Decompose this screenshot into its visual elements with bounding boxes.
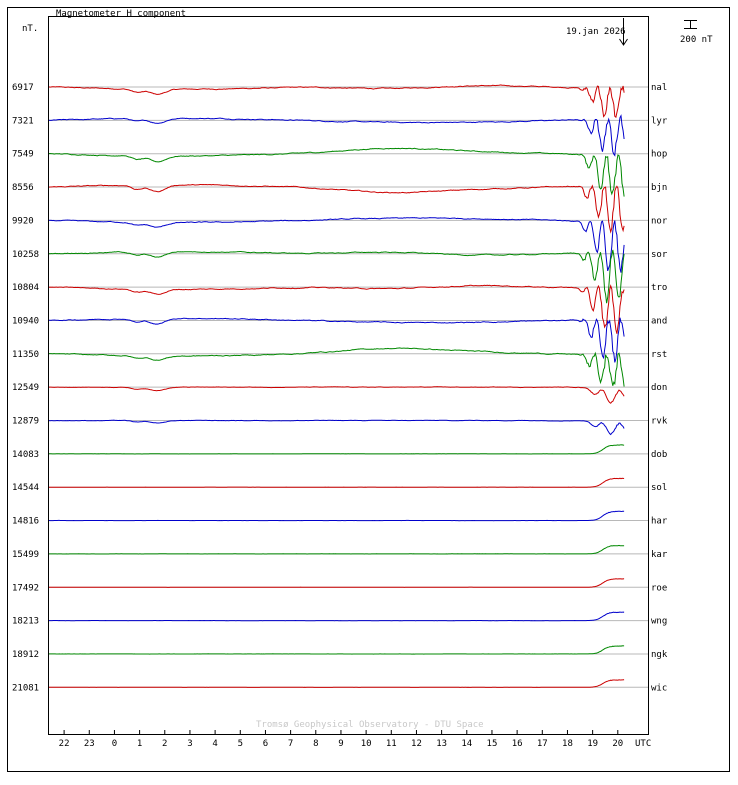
baseline-label-lyr: 7321 xyxy=(12,116,34,126)
series-traces xyxy=(48,84,625,688)
baseline-label-don: 12549 xyxy=(12,383,39,393)
baseline-label-tro: 10804 xyxy=(12,283,39,293)
outer-frame xyxy=(7,7,730,772)
trace-sor xyxy=(48,249,625,304)
baseline-label-nor: 9920 xyxy=(12,216,34,226)
trace-rst xyxy=(49,347,625,387)
x-tick-label: 8 xyxy=(313,739,318,749)
station-label-ngk: ngk xyxy=(651,650,668,660)
trace-sol xyxy=(49,477,625,488)
baseline-label-roe: 17492 xyxy=(12,583,39,593)
plot-frame xyxy=(48,16,649,735)
baseline-label-wic: 21081 xyxy=(12,683,39,693)
x-tick-label: 10 xyxy=(361,739,372,749)
station-label-lyr: lyr xyxy=(651,116,668,126)
x-tick-label: 4 xyxy=(212,739,217,749)
x-tick-label: 19 xyxy=(587,739,598,749)
baseline-label-dob: 14083 xyxy=(12,450,39,460)
station-label-nor: nor xyxy=(651,216,668,226)
station-label-kar: kar xyxy=(651,550,668,560)
x-tick-label: 15 xyxy=(487,739,498,749)
x-tick-label: 22 xyxy=(59,739,70,749)
trace-nor xyxy=(48,217,625,273)
trace-don xyxy=(49,386,625,404)
baseline-label-sor: 10258 xyxy=(12,250,39,260)
date-marker-arrow xyxy=(619,18,628,46)
station-label-sol: sol xyxy=(651,483,667,493)
x-tick-label: 18 xyxy=(562,739,573,749)
trace-wng xyxy=(49,611,625,622)
date-label: 19.jan 2026 xyxy=(566,27,626,37)
station-label-don: don xyxy=(651,383,667,393)
x-tick-label: 23 xyxy=(84,739,95,749)
chart-title: Magnetometer H component xyxy=(56,9,186,19)
baseline-label-ngk: 18912 xyxy=(12,650,39,660)
station-label-hop: hop xyxy=(651,150,667,160)
trace-lyr xyxy=(48,114,625,157)
trace-ngk xyxy=(49,645,625,655)
credit-text: Tromsø Geophysical Observatory - DTU Spa… xyxy=(256,720,484,730)
trace-kar xyxy=(49,544,625,555)
trace-rvk xyxy=(48,419,625,436)
trace-dob xyxy=(49,444,625,455)
station-label-and: and xyxy=(651,316,667,326)
scale-label: 200 nT xyxy=(680,35,713,45)
baseline-label-rst: 11350 xyxy=(12,350,39,360)
trace-hop xyxy=(48,147,625,197)
x-axis-ticks: 22 23 0 1 2 3 4 5 6 7 8 9 10 11 12 13 14 15 16 17 18 19 20 xyxy=(59,730,623,749)
station-label-rvk: rvk xyxy=(651,417,668,427)
x-tick-label: 9 xyxy=(338,739,343,749)
x-tick-label: 13 xyxy=(436,739,447,749)
x-tick-label: 0 xyxy=(112,739,117,749)
baseline-label-and: 10940 xyxy=(12,316,39,326)
station-label-rst: rst xyxy=(651,350,667,360)
station-label-wng: wng xyxy=(651,617,667,627)
trace-and xyxy=(48,317,625,363)
x-tick-label: 16 xyxy=(512,739,523,749)
station-label-har: har xyxy=(651,517,668,527)
trace-nal xyxy=(48,84,625,119)
x-tick-label: 5 xyxy=(238,739,243,749)
trace-tro xyxy=(48,284,625,334)
x-tick-label: 1 xyxy=(137,739,142,749)
baseline-label-har: 14816 xyxy=(12,517,39,527)
x-tick-label: 12 xyxy=(411,739,422,749)
baseline-label-hop: 7549 xyxy=(12,150,34,160)
station-label-roe: roe xyxy=(651,583,667,593)
station-label-nal: nal xyxy=(651,83,667,93)
station-labels: nal lyr hop bjn nor sor tro and rst don rvk dob sol h… xyxy=(651,83,668,693)
station-label-tro: tro xyxy=(651,283,667,293)
station-label-dob: dob xyxy=(651,450,667,460)
x-tick-label: 6 xyxy=(263,739,268,749)
x-axis-label: UTC xyxy=(635,739,651,749)
y-axis-label: nT. xyxy=(22,24,38,34)
station-label-sor: sor xyxy=(651,250,668,260)
baseline-label-bjn: 8556 xyxy=(12,183,34,193)
x-tick-label: 2 xyxy=(162,739,167,749)
x-tick-label: 20 xyxy=(612,739,623,749)
x-tick-label: 17 xyxy=(537,739,548,749)
baseline-label-wng: 18213 xyxy=(12,617,39,627)
x-tick-label: 11 xyxy=(386,739,397,749)
baseline-labels: 6917 7321 7549 8556 9920 10258 10804 10940 11350… xyxy=(12,83,39,693)
baseline-label-sol: 14544 xyxy=(12,483,39,493)
scale-bar xyxy=(684,20,697,29)
station-label-wic: wic xyxy=(651,683,667,693)
x-tick-label: 3 xyxy=(187,739,192,749)
x-tick-label: 14 xyxy=(461,739,472,749)
baseline-label-nal: 6917 xyxy=(12,83,34,93)
trace-wic xyxy=(49,679,625,688)
trace-roe xyxy=(49,578,625,588)
trace-bjn xyxy=(48,183,625,234)
baseline-label-rvk: 12879 xyxy=(12,417,39,427)
x-tick-label: 7 xyxy=(288,739,293,749)
baseline-label-kar: 15499 xyxy=(12,550,39,560)
trace-har xyxy=(48,510,625,522)
station-label-bjn: bjn xyxy=(651,183,667,193)
